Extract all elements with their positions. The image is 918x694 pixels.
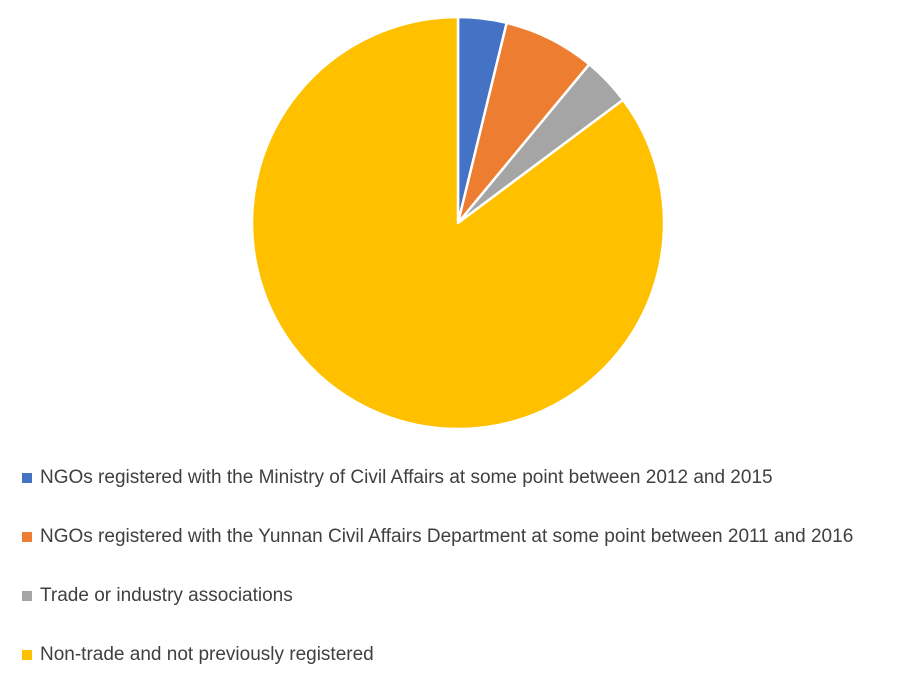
legend-swatch — [22, 473, 32, 483]
legend-swatch — [22, 591, 32, 601]
legend-swatch — [22, 650, 32, 660]
legend-item-ministry: NGOs registered with the Ministry of Civ… — [22, 458, 912, 498]
legend-label: NGOs registered with the Ministry of Civ… — [40, 467, 773, 488]
legend-label: NGOs registered with the Yunnan Civil Af… — [40, 526, 854, 547]
slice-non-trade — [250, 15, 666, 431]
pie-chart — [250, 15, 666, 431]
legend-label: Trade or industry associations — [40, 585, 293, 606]
legend-swatch — [22, 532, 32, 542]
legend-item-yunnan: NGOs registered with the Yunnan Civil Af… — [22, 517, 912, 557]
legend-label: Non-trade and not previously registered — [40, 644, 374, 665]
legend-item-trade: Trade or industry associations — [22, 576, 912, 616]
legend-item-non-trade: Non-trade and not previously registered — [22, 635, 912, 675]
legend: NGOs registered with the Ministry of Civ… — [22, 458, 912, 694]
